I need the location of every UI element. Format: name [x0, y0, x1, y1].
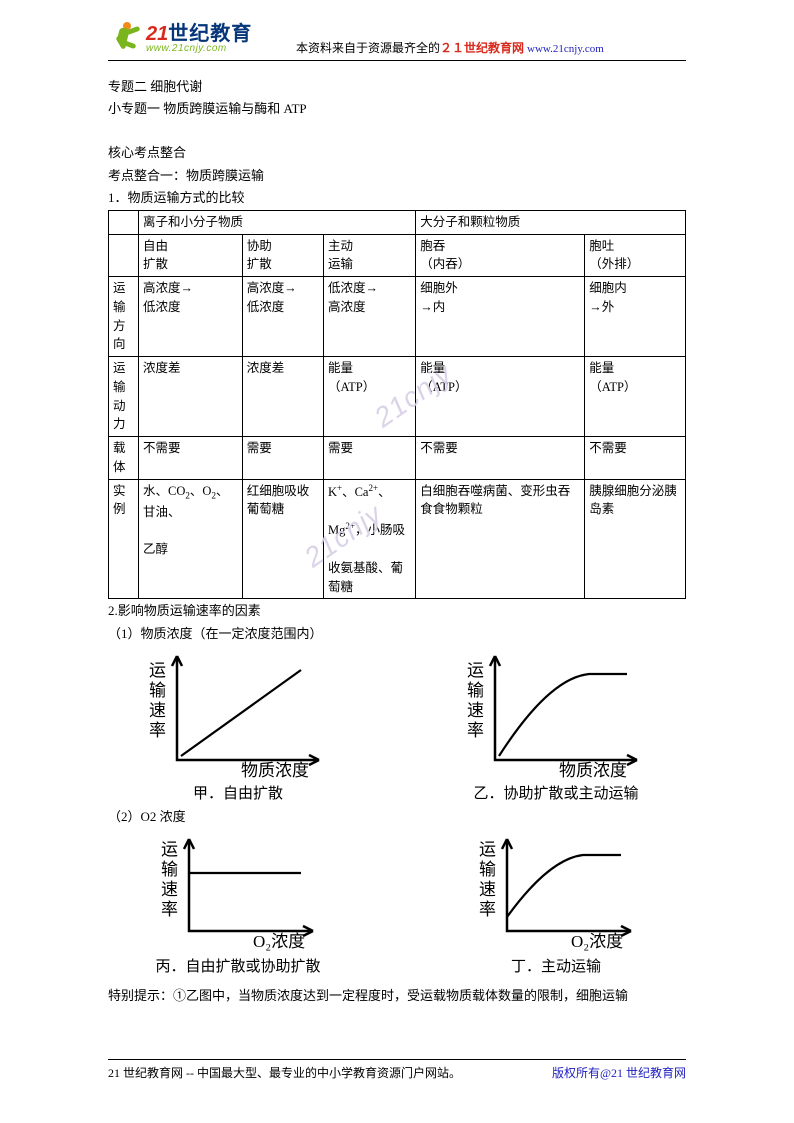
example-active-transport: K+、Ca2+、Mg2+，小肠吸收氨基酸、葡萄糖: [323, 479, 415, 599]
logo-runner-icon: [108, 22, 142, 56]
svg-text:运: 运: [149, 661, 166, 680]
heading-core: 核心考点整合: [108, 143, 686, 163]
chart-caption-d: 丁．主动运输: [426, 955, 686, 976]
svg-text:输: 输: [467, 681, 484, 700]
logo-title: 21世纪教育: [146, 24, 252, 44]
svg-text:率: 率: [479, 900, 496, 919]
chart-caption-c: 丙．自由扩散或协助扩散: [108, 955, 368, 976]
svg-text:O₂浓度: O₂浓度: [571, 932, 623, 951]
title-topic: 专题二 细胞代谢: [108, 77, 686, 97]
section2-sub1: （1）物质浓度（在一定浓度范围内）: [108, 624, 686, 644]
chart-caption-b: 乙．协助扩散或主动运输: [426, 782, 686, 803]
charts-row-1: 运 输 速 率 物质浓度 甲．自由扩散 运 输: [108, 648, 686, 803]
page-header: 21世纪教育 www.21cnjy.com 本资料来自于资源最齐全的２１世纪教育…: [108, 20, 686, 61]
svg-text:率: 率: [149, 721, 166, 740]
page-footer: 21 世纪教育网 -- 中国最大型、最专业的中小学教育资源门户网站。 版权所有@…: [108, 1059, 686, 1081]
svg-text:输: 输: [161, 860, 178, 879]
heading-point1: 考点整合一：物质跨膜运输: [108, 166, 686, 186]
section2-title: 2.影响物质运输速率的因素: [108, 601, 686, 621]
section2-sub2: （2）O2 浓度: [108, 807, 686, 827]
main-content: 专题二 细胞代谢 小专题一 物质跨膜运输与酶和 ATP 核心考点整合 考点整合一…: [108, 77, 686, 1006]
title-subtopic: 小专题一 物质跨膜运输与酶和 ATP: [108, 99, 686, 119]
chart-facilitated-active: 运 输 速 率 物质浓度 乙．协助扩散或主动运输: [426, 648, 686, 803]
svg-text:运: 运: [467, 661, 484, 680]
chart-caption-a: 甲．自由扩散: [108, 782, 368, 803]
svg-text:O₂浓度: O₂浓度: [253, 932, 305, 951]
svg-text:运: 运: [161, 840, 178, 859]
logo-url: www.21cnjy.com: [146, 44, 252, 54]
example-free-diffusion: 水、CO2、O2、甘油、乙醇: [139, 479, 243, 599]
chart-o2-active: 运 输 速 率 O₂浓度 丁．主动运输: [426, 831, 686, 976]
charts-row-2: 运 输 速 率 O₂浓度 丙．自由扩散或协助扩散 运 输: [108, 831, 686, 976]
svg-text:率: 率: [467, 721, 484, 740]
svg-text:速: 速: [161, 880, 178, 899]
site-logo: 21世纪教育 www.21cnjy.com: [108, 20, 278, 58]
chart-free-diffusion: 运 输 速 率 物质浓度 甲．自由扩散: [108, 648, 368, 803]
svg-text:速: 速: [479, 880, 496, 899]
comparison-table: 离子和小分子物质 大分子和颗粒物质 自由 扩散 协助 扩散 主动 运输 胞吞 （…: [108, 210, 686, 600]
svg-text:速: 速: [149, 701, 166, 720]
footer-rights: 版权所有@21 世纪教育网: [552, 1064, 686, 1081]
svg-text:输: 输: [479, 860, 496, 879]
svg-text:输: 输: [149, 681, 166, 700]
chart-o2-passive: 运 输 速 率 O₂浓度 丙．自由扩散或协助扩散: [108, 831, 368, 976]
special-tip: 特别提示：①乙图中，当物质浓度达到一定程度时，受运载物质载体数量的限制，细胞运输: [108, 986, 686, 1006]
svg-text:速: 速: [467, 701, 484, 720]
header-tagline: 本资料来自于资源最齐全的２１世纪教育网 www.21cnjy.com: [296, 39, 604, 58]
svg-text:运: 运: [479, 840, 496, 859]
svg-text:物质浓度: 物质浓度: [559, 761, 627, 778]
footer-left: 21 世纪教育网 -- 中国最大型、最专业的中小学教育资源门户网站。: [108, 1064, 461, 1081]
svg-text:率: 率: [161, 900, 178, 919]
heading-compare: 1．物质运输方式的比较: [108, 188, 686, 208]
svg-text:物质浓度: 物质浓度: [241, 761, 309, 778]
